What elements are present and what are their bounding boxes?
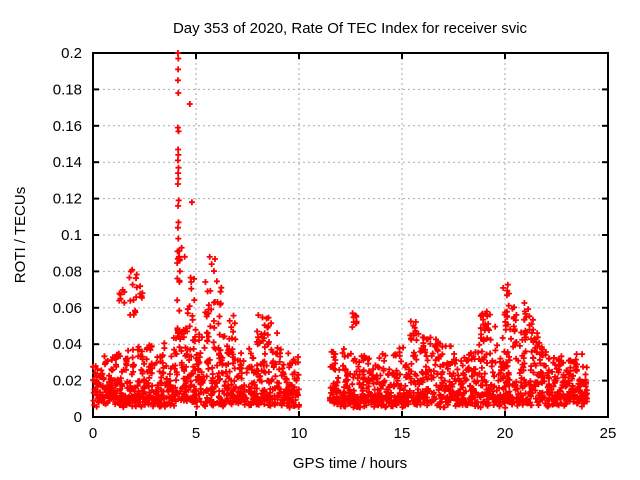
y-tick-label: 0.16	[53, 118, 82, 135]
y-tick-label: 0.08	[53, 263, 82, 280]
chart-title: Day 353 of 2020, Rate Of TEC Index for r…	[173, 20, 528, 37]
x-tick-label: 25	[600, 425, 617, 442]
y-tick-label: 0.14	[53, 154, 82, 171]
scatter-points	[90, 50, 590, 411]
y-tick-labels: 0 0.02 0.04 0.06 0.08 0.1 0.12 0.14 0.16 0.18 0.2	[53, 45, 82, 426]
y-tick-label: 0.18	[53, 81, 82, 98]
x-tick-label: 5	[192, 425, 200, 442]
x-tick-label: 10	[291, 425, 308, 442]
y-tick-label: 0.04	[53, 336, 82, 353]
y-axis-label: ROTI / TECUs	[12, 187, 29, 283]
y-tick-label: 0.06	[53, 300, 82, 317]
y-tick-label: 0.1	[61, 227, 82, 244]
x-tick-label: 20	[497, 425, 514, 442]
x-tick-label: 0	[89, 425, 97, 442]
x-tick-label: 15	[394, 425, 411, 442]
y-tick-label: 0.12	[53, 191, 82, 208]
y-tick-label: 0.02	[53, 373, 82, 390]
x-tick-labels: 0 5 10 15 20 25	[89, 425, 617, 442]
x-axis-label: GPS time / hours	[293, 455, 407, 472]
y-tick-label: 0	[74, 409, 82, 426]
roti-data-markers	[90, 50, 590, 411]
y-tick-label: 0.2	[61, 45, 82, 62]
